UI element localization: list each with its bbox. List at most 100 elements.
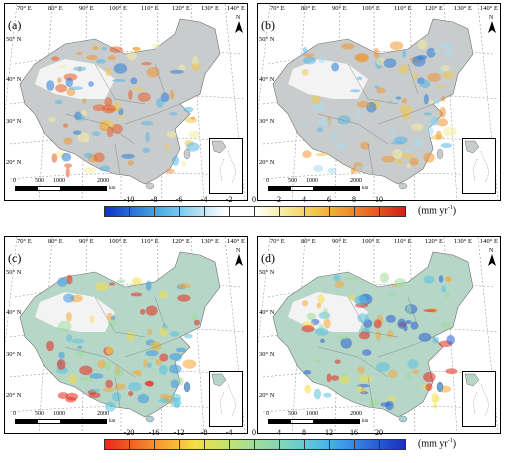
- lon-label: 70° E: [17, 5, 32, 12]
- trend-speck: [316, 302, 322, 309]
- trend-speck: [413, 71, 418, 81]
- trend-speck: [387, 292, 397, 296]
- trend-speck: [101, 46, 108, 51]
- trend-speck: [442, 126, 457, 137]
- china-map-a: [5, 4, 246, 200]
- trend-speck: [160, 393, 171, 400]
- trend-speck: [406, 163, 412, 168]
- trend-speck: [57, 277, 68, 287]
- scale-tick: 500: [35, 178, 44, 184]
- trend-speck: [57, 77, 62, 84]
- colorbar-tick-label: 6: [327, 195, 331, 204]
- colorbar-tick-label: 0: [252, 195, 256, 204]
- trend-speck: [444, 276, 452, 282]
- trend-speck: [323, 392, 332, 398]
- inset-map: [211, 373, 237, 417]
- colorbar-tick-label: 12: [325, 428, 333, 437]
- trend-speck: [436, 118, 448, 127]
- taiwan: [436, 148, 444, 160]
- trend-speck: [128, 381, 142, 392]
- trend-speck: [57, 320, 72, 332]
- trend-speck: [69, 86, 83, 91]
- trend-speck: [357, 313, 369, 323]
- panel-label: (a): [8, 18, 22, 32]
- lon-label: 140° E: [227, 238, 245, 245]
- trend-speck: [131, 87, 144, 91]
- trend-speck: [428, 117, 439, 126]
- lon-label: 120° E: [425, 5, 443, 12]
- trend-speck: [373, 48, 380, 59]
- lon-label: 130° E: [454, 5, 472, 12]
- trend-speck: [311, 95, 321, 105]
- lon-label: 80° E: [48, 238, 63, 245]
- trend-speck: [441, 285, 447, 293]
- lat-label: 30° N: [6, 351, 22, 358]
- hainan: [398, 182, 408, 190]
- colorbar-tick-mark: [254, 207, 255, 216]
- trend-speck: [178, 64, 186, 71]
- trend-speck: [323, 318, 331, 329]
- desert-area: [35, 292, 115, 332]
- scale-tick: 0: [266, 178, 269, 184]
- trend-speck: [48, 116, 56, 122]
- trend-speck: [82, 98, 87, 104]
- lon-label: 140° E: [227, 5, 245, 12]
- trend-speck: [315, 327, 329, 336]
- china-map-d: [258, 237, 499, 433]
- trend-speck: [374, 85, 380, 89]
- trend-speck: [63, 293, 75, 303]
- trend-speck: [145, 131, 150, 143]
- trend-speck: [170, 379, 179, 389]
- trend-speck: [93, 152, 105, 163]
- trend-speck: [130, 77, 138, 85]
- trend-speck: [388, 369, 398, 379]
- trend-speck: [435, 130, 442, 140]
- trend-speck: [395, 159, 403, 165]
- trend-speck: [155, 358, 162, 366]
- map-panel-c: (c) 70° E 80° E 90° E 100° E 110° E 120°…: [4, 236, 248, 434]
- scale-bar-line: [15, 186, 107, 191]
- trend-speck: [131, 277, 142, 286]
- hainan: [145, 182, 155, 190]
- trend-speck: [299, 121, 309, 125]
- lon-label: 90° E: [332, 5, 347, 12]
- trend-speck: [88, 81, 94, 87]
- trend-speck: [385, 314, 396, 323]
- colorbar-tick-label: -4: [200, 195, 208, 204]
- north-label: N: [236, 15, 241, 21]
- trend-speck: [145, 305, 158, 316]
- north-arrow-icon: [235, 254, 243, 266]
- trend-speck: [191, 63, 201, 71]
- colorbar-tick-mark: [279, 207, 280, 216]
- colorbar-tick-mark: [229, 440, 230, 449]
- trend-speck: [426, 126, 434, 137]
- scale-bar-line: [268, 186, 360, 191]
- hainan: [398, 415, 408, 423]
- trend-speck: [392, 148, 403, 160]
- trend-speck: [409, 157, 419, 166]
- trend-speck: [301, 325, 315, 333]
- trend-speck: [337, 115, 351, 125]
- trend-speck: [316, 127, 323, 133]
- colorbar-tick-label: 2: [277, 195, 281, 204]
- scale-bar: 0 500 1000 2000 km: [13, 178, 115, 194]
- trend-speck: [423, 94, 429, 105]
- lat-label: 40° N: [6, 309, 22, 316]
- trend-speck: [406, 304, 412, 315]
- colorbar-tick-mark: [179, 440, 180, 449]
- trend-speck: [73, 130, 82, 135]
- trend-speck: [164, 143, 170, 151]
- trend-speck: [302, 47, 308, 54]
- trend-speck: [89, 315, 94, 324]
- trend-speck: [331, 62, 340, 72]
- china-outline-a: [19, 18, 221, 185]
- trend-speck: [66, 334, 73, 342]
- trend-speck: [441, 95, 446, 102]
- lat-label: 50° N: [6, 269, 22, 276]
- taiwan: [436, 381, 444, 393]
- trend-speck: [160, 92, 170, 103]
- hainan: [145, 415, 155, 423]
- trend-speck: [152, 43, 160, 49]
- trend-speck: [357, 101, 371, 108]
- map-panel-a: (a) 70° E 80° E 90° E 100° E 110° E 120°…: [4, 3, 248, 201]
